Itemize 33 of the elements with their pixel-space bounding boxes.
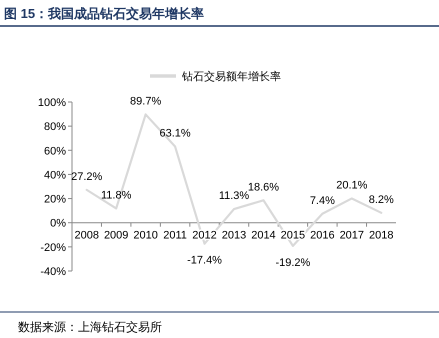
source-note: 数据来源：上海钻石交易所: [18, 320, 162, 334]
x-tick-label: 2012: [192, 230, 217, 242]
data-label: 20.1%: [336, 179, 368, 192]
data-label: -19.2%: [275, 256, 311, 269]
data-label: 8.2%: [368, 194, 394, 206]
y-tick-label: 100%: [38, 97, 66, 109]
x-tick-label: 2010: [133, 230, 158, 242]
data-label: 89.7%: [130, 95, 162, 108]
data-label: 27.2%: [71, 170, 103, 183]
y-tick-label: 20%: [44, 194, 66, 206]
x-tick-label: 2008: [74, 230, 99, 242]
data-label: 18.6%: [248, 181, 280, 194]
x-tick-label: 2013: [222, 230, 246, 242]
y-tick-label: -40%: [40, 266, 66, 278]
y-tick-label: 0%: [50, 218, 66, 230]
chart-title: 图 15：我国成品钻石交易年增长率: [4, 6, 204, 21]
y-tick-label: -20%: [40, 242, 66, 254]
y-tick-label: 40%: [44, 169, 66, 182]
x-tick-label: 2017: [340, 230, 364, 242]
data-label: 11.3%: [218, 190, 250, 202]
x-tick-label: 2015: [280, 230, 306, 242]
data-label: 63.1%: [159, 128, 191, 140]
x-tick-label: 2018: [369, 230, 394, 242]
y-tick-label: 60%: [44, 145, 66, 158]
data-label: 7.4%: [310, 194, 336, 207]
data-label: 11.8%: [100, 189, 132, 202]
x-tick-label: 2009: [104, 230, 128, 242]
x-tick-label: 2011: [163, 230, 187, 242]
data-label: -17.4%: [187, 254, 222, 267]
x-tick-label: 2014: [251, 230, 276, 242]
y-tick-label: 80%: [44, 121, 66, 134]
legend-label: 钻石交易额年增长率: [181, 70, 281, 83]
x-tick-label: 2016: [310, 230, 335, 242]
